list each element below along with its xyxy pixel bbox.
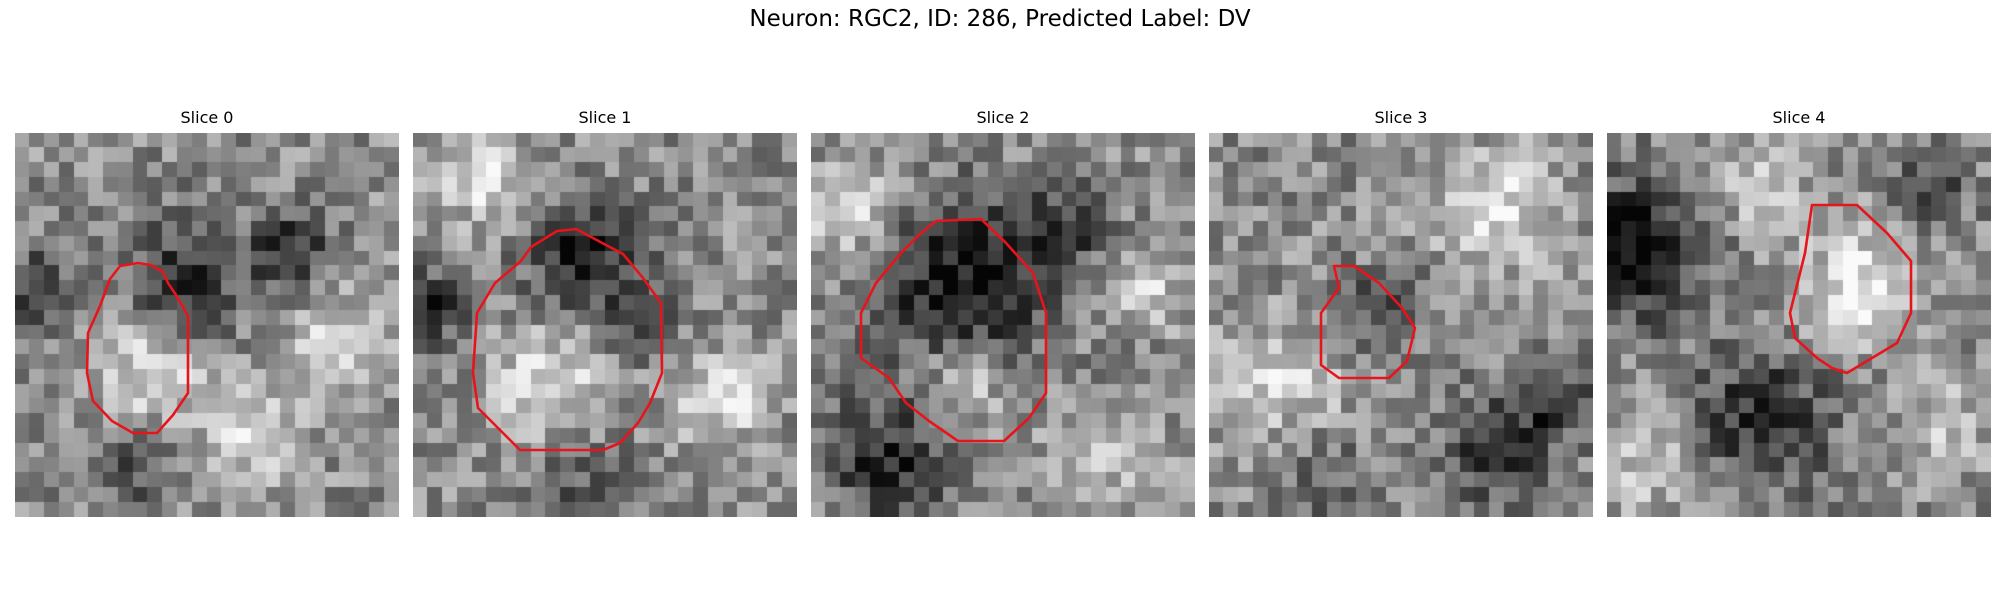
roi-contour (1788, 203, 1913, 375)
roi-contour (1319, 264, 1417, 380)
slice-image (1607, 133, 1991, 517)
roi-contour (85, 261, 190, 435)
slice-title: Slice 1 (578, 108, 632, 127)
slice-image (811, 133, 1195, 517)
contour-outline (85, 261, 190, 435)
slice-image (15, 133, 399, 517)
slice-title: Slice 0 (180, 108, 234, 127)
roi-contour (859, 217, 1048, 443)
figure-title: Neuron: RGC2, ID: 286, Predicted Label: … (749, 6, 1251, 32)
contour-outline (859, 217, 1048, 443)
contour-outline (1319, 264, 1417, 380)
slice-image (1209, 133, 1593, 517)
contour-outline (1788, 203, 1913, 375)
roi-contour (471, 227, 664, 452)
contour-outline (471, 227, 664, 452)
slice-title: Slice 4 (1772, 108, 1826, 127)
slice-title: Slice 3 (1374, 108, 1428, 127)
slice-title: Slice 2 (976, 108, 1030, 127)
